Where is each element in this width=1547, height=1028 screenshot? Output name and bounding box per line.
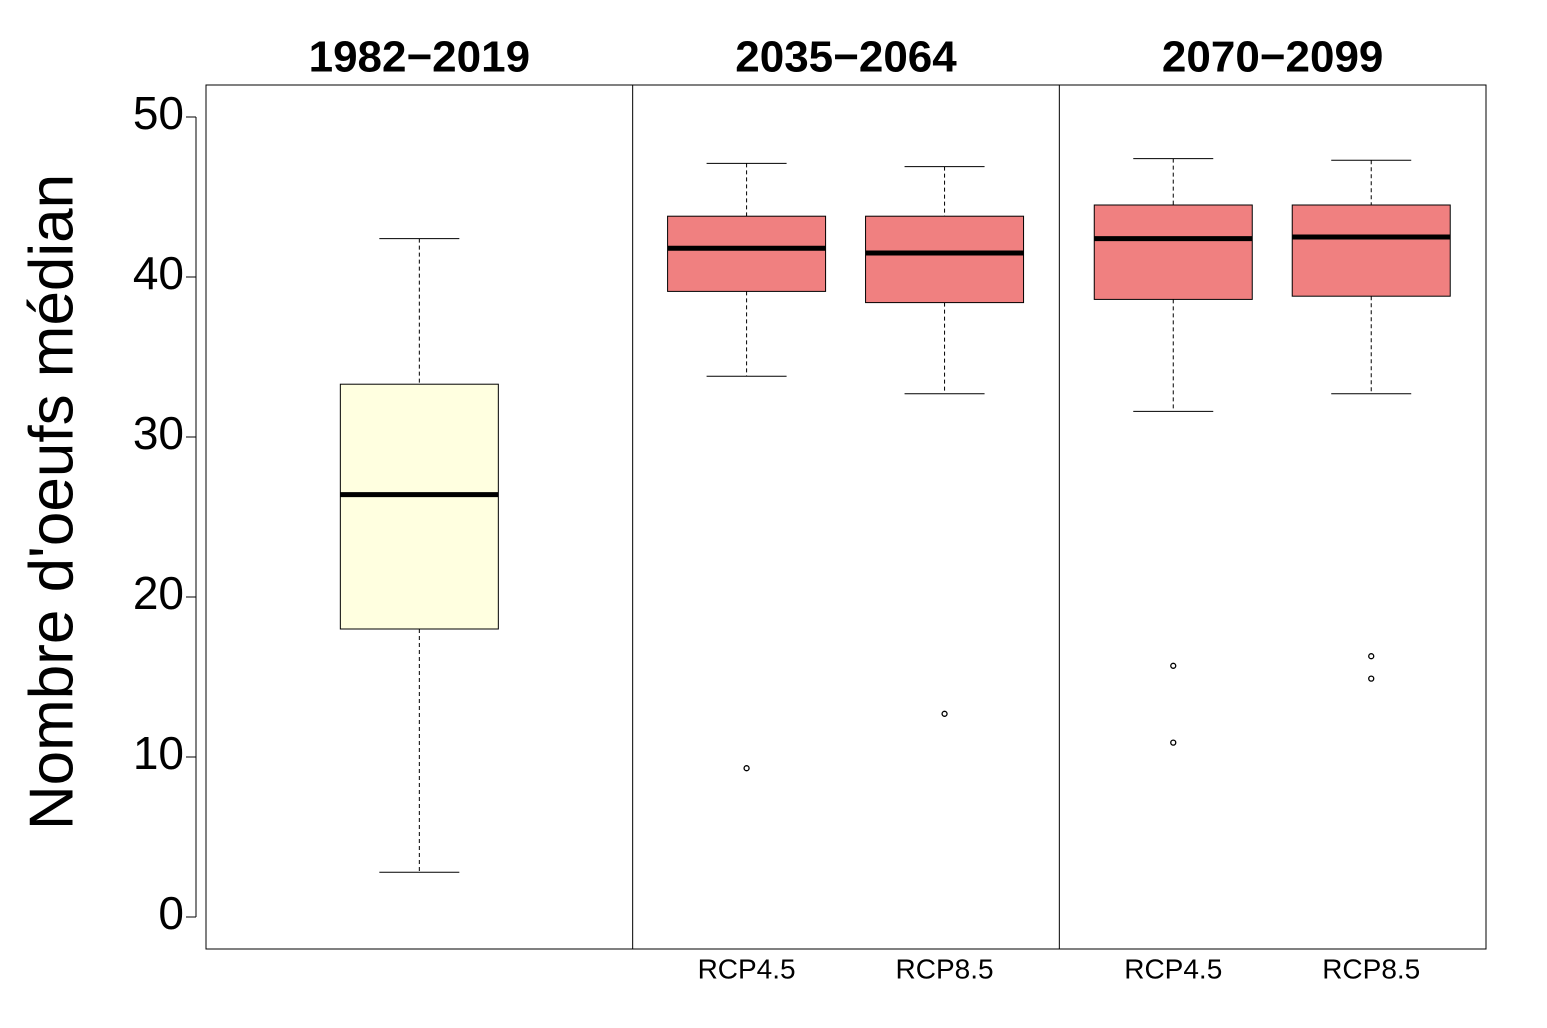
- box: [1093, 204, 1253, 300]
- panel-title: 2035−2064: [735, 33, 957, 82]
- x-tick-label: RCP8.5: [896, 953, 994, 984]
- y-tick-label: 20: [133, 567, 184, 619]
- y-tick-label: 10: [133, 727, 184, 779]
- outlier: [941, 710, 948, 717]
- box: [339, 383, 499, 630]
- box: [865, 215, 1025, 304]
- y-axis-label: Nombre d'oeufs médian: [17, 174, 86, 830]
- y-tick-label: 50: [133, 87, 184, 139]
- panel-title: 2070−2099: [1162, 33, 1383, 82]
- x-tick-label: RCP4.5: [698, 953, 796, 984]
- plot-frame: [205, 84, 1487, 950]
- y-tick-label: 0: [158, 887, 184, 939]
- panel-title: 1982−2019: [309, 33, 530, 82]
- y-tick-label: 30: [133, 407, 184, 459]
- x-tick-label: RCP8.5: [1322, 953, 1420, 984]
- outlier: [1368, 653, 1375, 660]
- box: [1291, 204, 1451, 297]
- outlier: [743, 765, 750, 772]
- box: [667, 215, 827, 292]
- y-tick-label: 40: [133, 247, 184, 299]
- x-tick-label: RCP4.5: [1124, 953, 1222, 984]
- outlier: [1170, 662, 1177, 669]
- outlier: [1368, 675, 1375, 682]
- outlier: [1170, 739, 1177, 746]
